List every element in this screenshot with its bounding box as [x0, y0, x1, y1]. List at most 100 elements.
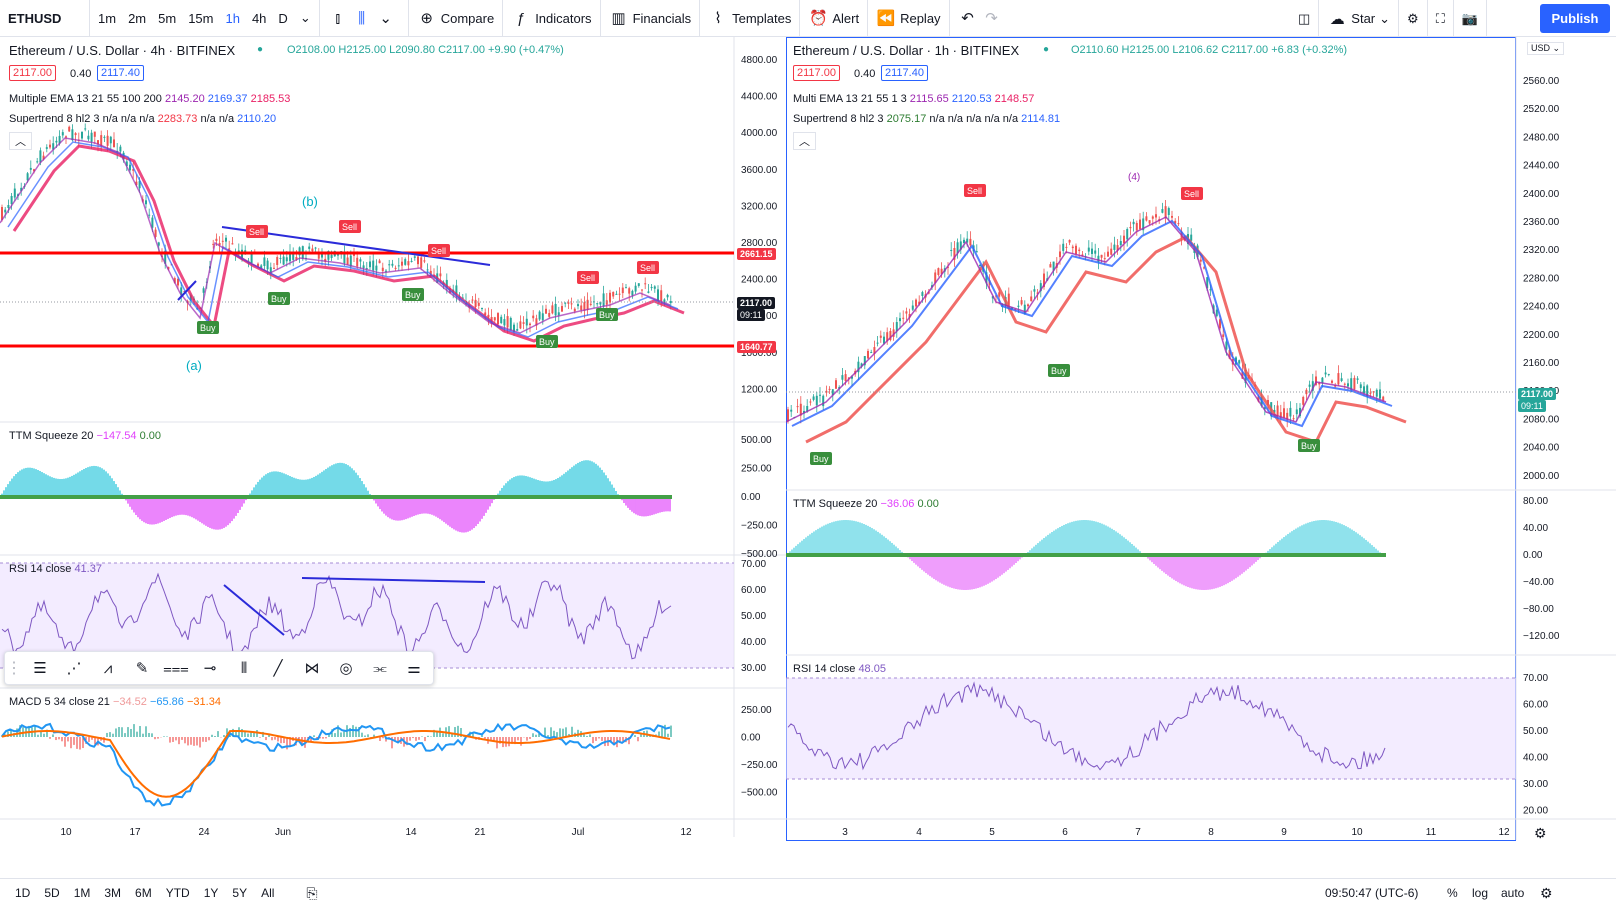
symbol-search[interactable]: ETHUSD: [0, 0, 90, 37]
range-5y[interactable]: 5Y: [232, 886, 248, 900]
horizontal-lines-icon[interactable]: ☰: [33, 660, 47, 677]
rsi-tick-label: 50.00: [741, 611, 766, 622]
trend-line-icon[interactable]: ╱: [273, 660, 283, 677]
fib-retracement-icon[interactable]: ⩶: [163, 659, 189, 677]
price-tick-label: 2440.00: [1523, 161, 1560, 172]
tf-2m[interactable]: 2m: [128, 10, 147, 26]
candle-body: [892, 329, 895, 337]
auto-toggle[interactable]: auto: [1501, 886, 1525, 900]
alert-button[interactable]: ⏰ Alert: [800, 0, 869, 37]
candle-body: [956, 242, 959, 254]
parallel-channel-icon[interactable]: ⫘: [373, 659, 387, 677]
log-toggle[interactable]: log: [1472, 886, 1489, 900]
right-rsi-label: RSI 14 close: [793, 663, 856, 675]
financials-button[interactable]: ▥ Financials: [601, 0, 701, 37]
wave-abc-icon[interactable]: ⩘: [103, 659, 113, 677]
candle-body: [509, 317, 512, 331]
star-button[interactable]: ☁ Star ⌄: [1319, 0, 1400, 37]
settings-sliders-icon[interactable]: ⚌: [407, 660, 421, 677]
candle-body: [519, 321, 522, 329]
camera-icon[interactable]: 📷: [1454, 0, 1487, 37]
candle-body: [1087, 247, 1090, 252]
range-1m[interactable]: 1M: [73, 886, 91, 900]
right-bid-box[interactable]: 2117.00: [793, 65, 840, 81]
range-5d[interactable]: 5D: [44, 886, 60, 900]
candle-body: [1103, 258, 1106, 260]
left-chart-canvas[interactable]: 4800.00 4400.00 4000.00 3600.00 3200.00 2800.…: [0, 37, 786, 878]
candle-body: [860, 363, 863, 367]
gear-icon[interactable]: ⚙: [1534, 825, 1547, 841]
left-ask-box[interactable]: 2117.40: [97, 65, 144, 81]
brush-icon[interactable]: ✎: [135, 660, 149, 677]
tf-4h[interactable]: 4h: [251, 10, 267, 26]
templates-button[interactable]: ⌇ Templates: [700, 0, 801, 37]
range-1d[interactable]: 1D: [15, 886, 31, 900]
tf-5m[interactable]: 5m: [158, 10, 177, 26]
horizontal-ray-icon[interactable]: ⊸: [203, 660, 217, 677]
tf-d[interactable]: D: [278, 10, 288, 26]
right-ema-legend[interactable]: Multi EMA 13 21 55 1 3 2115.65 2120.53 2…: [793, 93, 1034, 105]
candle-body: [831, 389, 834, 396]
right-chart-canvas[interactable]: 2560.00 2520.00 2480.00 2440.00 2400.00 2360.…: [786, 37, 1616, 878]
goto-date-icon[interactable]: ⎘: [306, 884, 318, 901]
right-ttm-legend[interactable]: TTM Squeeze 20 −36.06 0.00: [793, 498, 939, 510]
replay-button[interactable]: ⏪ Replay: [868, 0, 950, 37]
right-ask-box[interactable]: 2117.40: [881, 65, 928, 81]
candle-body: [1343, 383, 1346, 385]
currency-select[interactable]: USD ⌄: [1527, 42, 1565, 55]
candle-body: [394, 267, 397, 269]
range-1y[interactable]: 1Y: [203, 886, 219, 900]
bar-chart-icon[interactable]: ⫾: [335, 9, 341, 27]
collapse-legend-button[interactable]: ︿: [9, 132, 32, 150]
left-ema-legend[interactable]: Multiple EMA 13 21 55 100 200 2145.20 21…: [9, 93, 290, 105]
candle-body: [490, 317, 493, 323]
candle-body: [1302, 396, 1305, 405]
rsi-tick-label: 70.00: [1523, 673, 1548, 684]
chevron-down-icon[interactable]: ⌄: [379, 10, 392, 27]
candle-body: [1199, 259, 1202, 262]
percent-toggle[interactable]: %: [1447, 886, 1458, 900]
undo-icon[interactable]: ↶: [961, 10, 974, 27]
tf-1h[interactable]: 1h: [225, 10, 240, 26]
candle-body: [985, 272, 988, 284]
collapse-legend-button[interactable]: ︿: [793, 132, 816, 150]
rsi-tick-label: 50.00: [1523, 726, 1548, 737]
candle-body: [263, 257, 266, 266]
left-rsi-legend[interactable]: RSI 14 close 41.37: [9, 563, 102, 575]
fullscreen-icon[interactable]: ⛶: [1428, 0, 1454, 37]
left-supertrend-legend[interactable]: Supertrend 8 hl2 3 n/a n/a n/a 2283.73 n…: [9, 113, 276, 125]
left-ttm-legend[interactable]: TTM Squeeze 20 −147.54 0.00: [9, 430, 161, 442]
range-6m[interactable]: 6M: [135, 886, 152, 900]
left-bid-box[interactable]: 2117.00: [9, 65, 56, 81]
right-supertrend-legend[interactable]: Supertrend 8 hl2 3 2075.17 n/a n/a n/a n…: [793, 113, 1060, 125]
wave-12345-icon[interactable]: ⋰: [66, 660, 82, 677]
columns-icon[interactable]: ⦀: [240, 659, 248, 677]
candle-body: [4, 209, 7, 213]
pattern-icon[interactable]: ⋈: [304, 660, 320, 677]
rsi-tick-label: 70.00: [741, 559, 766, 570]
chart-settings-icon[interactable]: ⚙: [1540, 884, 1553, 901]
candle-body: [1094, 250, 1097, 254]
buy-signal-label: Buy: [813, 454, 829, 464]
right-rsi-legend[interactable]: RSI 14 close 48.05: [793, 663, 886, 675]
spiral-icon[interactable]: ◎: [339, 660, 353, 677]
compare-button[interactable]: ⊕ Compare: [409, 0, 504, 37]
range-ytd[interactable]: YTD: [165, 886, 190, 900]
publish-button[interactable]: Publish: [1540, 4, 1610, 33]
candle-body: [1305, 389, 1308, 395]
candle-body: [343, 251, 346, 264]
gear-icon[interactable]: ⚙: [1399, 0, 1428, 37]
tf-1m[interactable]: 1m: [98, 10, 117, 26]
redo-icon[interactable]: ↷: [985, 10, 998, 27]
candles-icon[interactable]: ⫼: [358, 9, 366, 27]
layout-icon[interactable]: ◫: [1290, 0, 1320, 37]
chevron-down-icon[interactable]: ⌄: [299, 10, 311, 25]
indicators-button[interactable]: ƒ Indicators: [503, 0, 601, 37]
drag-handle-icon[interactable]: ⋮: [6, 660, 22, 677]
range-3m[interactable]: 3M: [104, 886, 122, 900]
left-macd-legend[interactable]: MACD 5 34 close 21 −34.52 −65.86 −31.34: [9, 696, 221, 708]
range-all[interactable]: All: [261, 886, 275, 900]
ttm-tick-label: −500.00: [741, 549, 778, 560]
candle-body: [1110, 248, 1113, 255]
tf-15m[interactable]: 15m: [188, 10, 214, 26]
